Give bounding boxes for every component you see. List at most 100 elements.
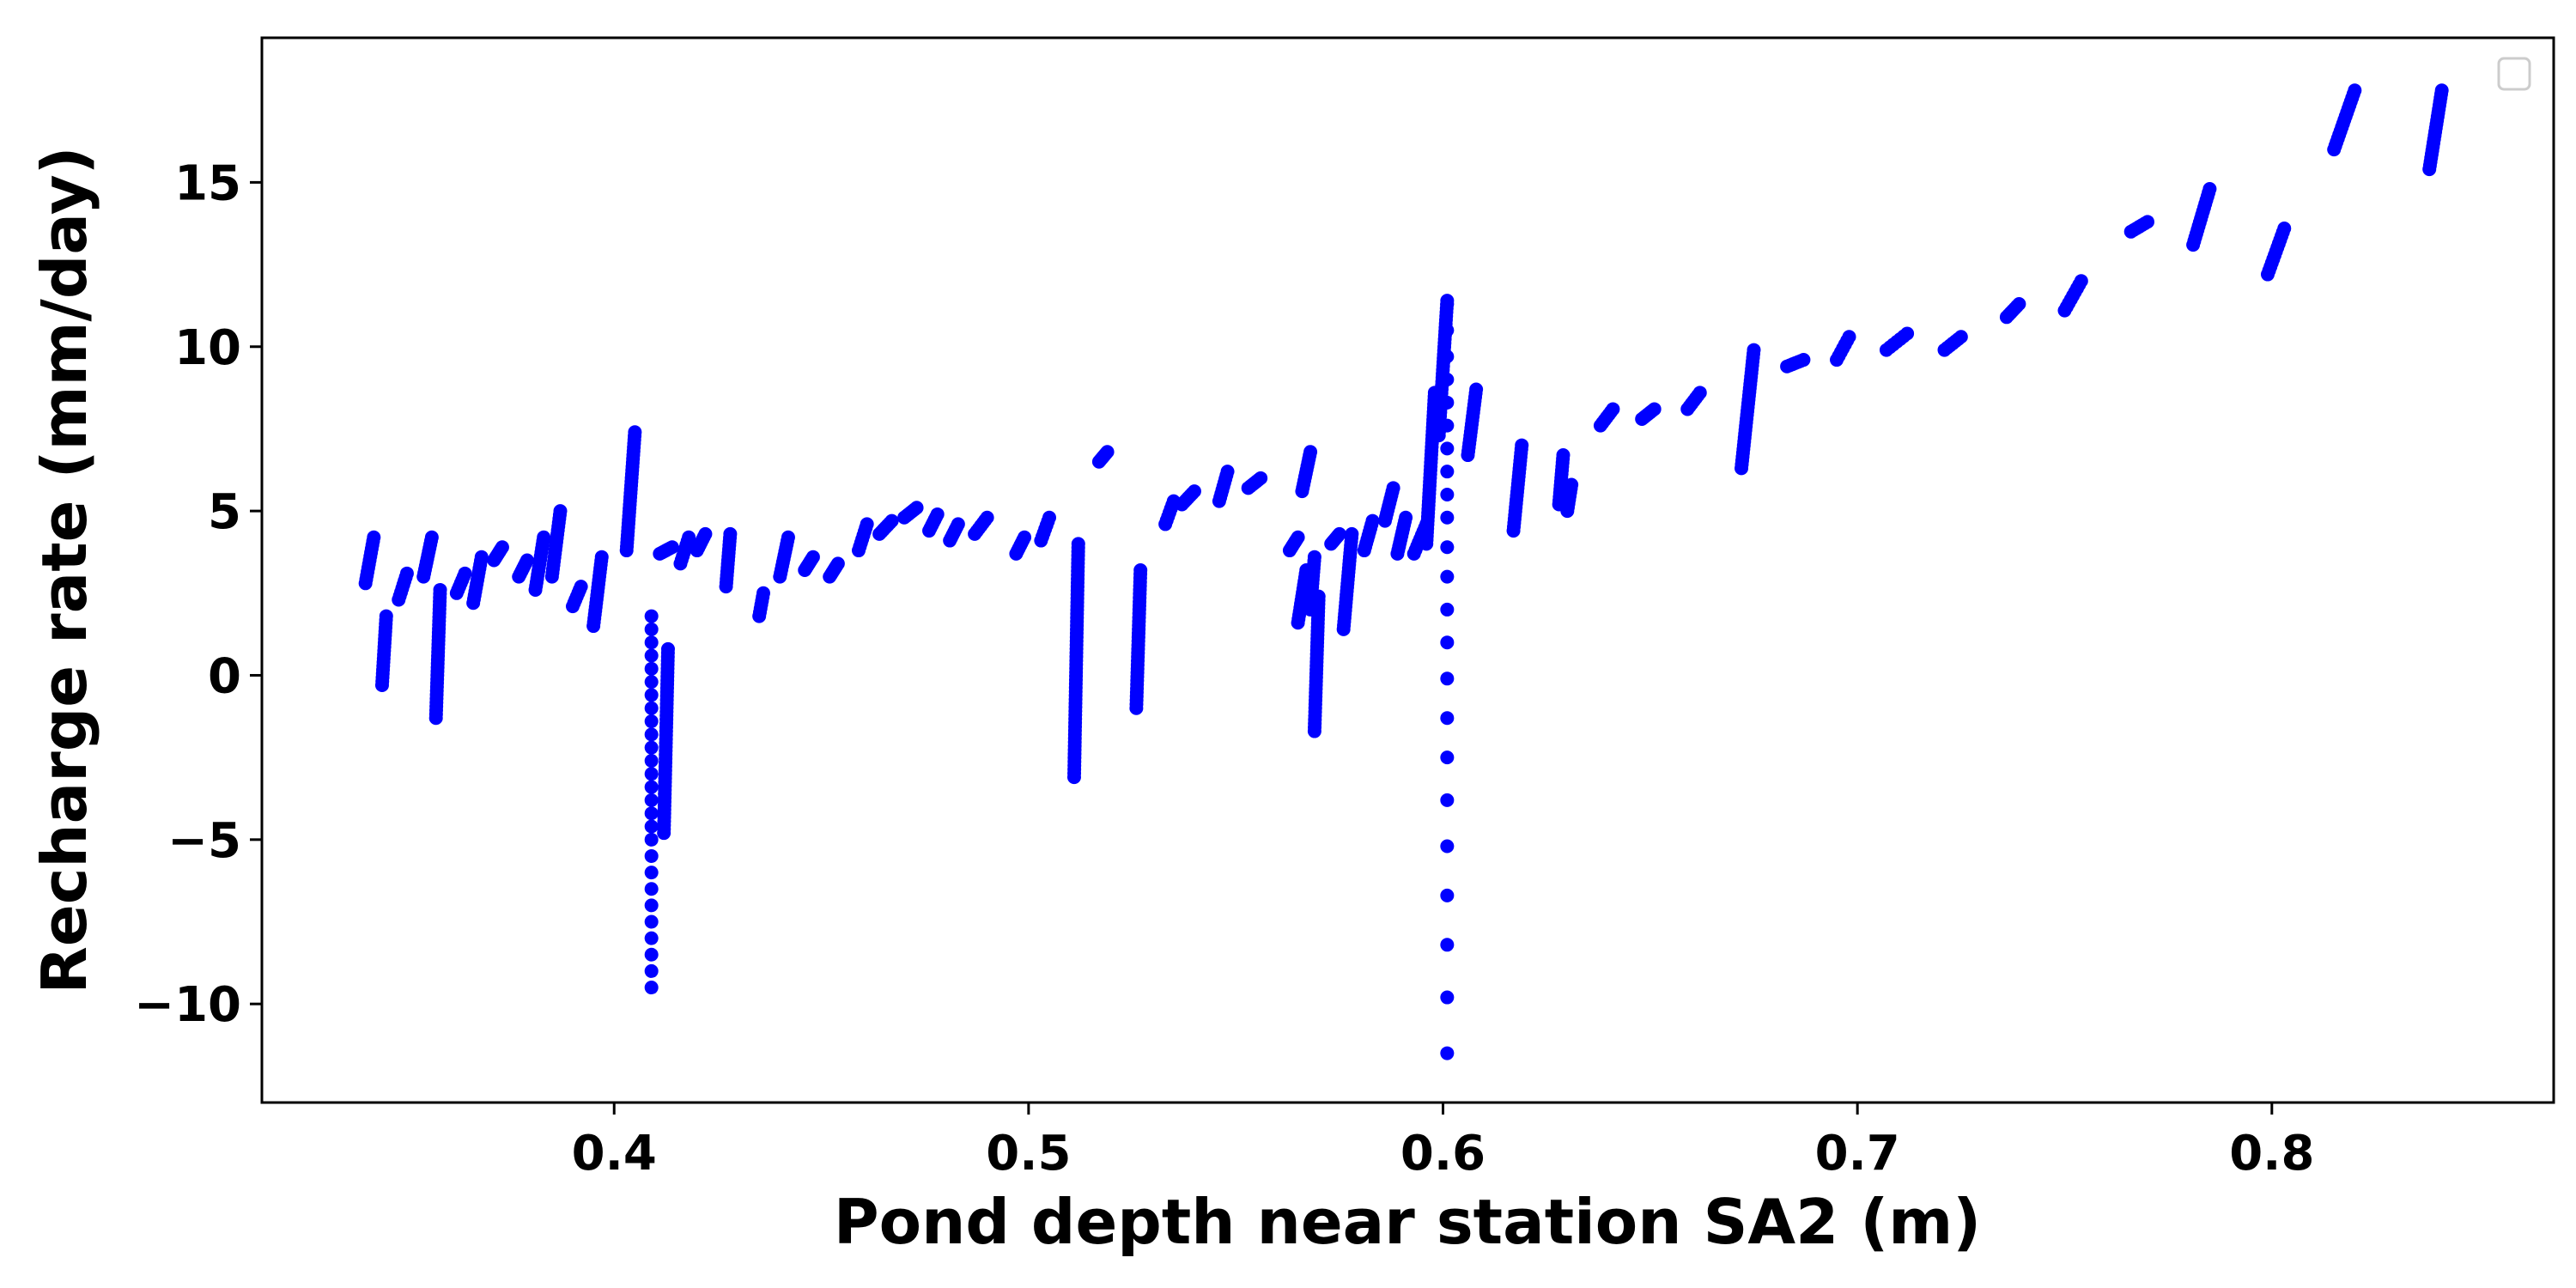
data-point-829 [1647, 402, 1662, 416]
data-point-656 [1386, 481, 1400, 495]
data-point-987 [2434, 83, 2449, 98]
y-tick-label: 10 [174, 320, 241, 376]
data-point-1007 [644, 866, 659, 880]
data-point-1020 [1440, 418, 1455, 433]
data-point-822 [1606, 402, 1620, 416]
x-tick-label: 0.5 [986, 1126, 1071, 1182]
data-point-1026 [1440, 569, 1455, 584]
data-point-999 [644, 753, 659, 768]
x-tick-label: 0.7 [1815, 1126, 1900, 1182]
data-point-1033 [1440, 839, 1455, 854]
data-point-807 [1556, 448, 1571, 463]
data-point-1036 [1440, 990, 1455, 1005]
data-point-903 [2012, 297, 2026, 311]
data-point-159 [574, 580, 588, 594]
data-point-1022 [1440, 465, 1455, 479]
y-tick-label: 5 [208, 484, 241, 540]
data-point-1001 [644, 780, 659, 794]
data-point-489 [1133, 563, 1148, 577]
data-point-1031 [1440, 750, 1455, 765]
plot-area-frame [260, 36, 2555, 1104]
data-point-990 [644, 635, 659, 650]
data-point-1002 [644, 793, 659, 807]
data-point-793 [1515, 438, 1529, 453]
data-point-1027 [1440, 602, 1455, 617]
y-tick-label: 0 [208, 648, 241, 704]
data-point-770 [1469, 382, 1484, 397]
data-point-1019 [1440, 395, 1455, 410]
data-point-343 [884, 513, 899, 528]
data-point-1000 [644, 767, 659, 781]
data-point-637 [1345, 526, 1359, 541]
data-point-912 [2074, 274, 2088, 289]
data-point-152 [553, 504, 568, 519]
data-point-993 [644, 675, 659, 690]
data-point-321 [805, 550, 820, 564]
data-point-1012 [644, 947, 659, 962]
data-point-1021 [1440, 441, 1455, 456]
data-point-965 [2348, 83, 2362, 98]
data-point-265 [665, 540, 679, 555]
data-point-815 [1564, 477, 1579, 492]
data-point-1017 [1440, 349, 1455, 364]
data-point-996 [644, 714, 659, 729]
data-point-995 [644, 701, 659, 715]
data-point-1010 [644, 914, 659, 929]
data-point-178 [594, 550, 609, 564]
data-point-1013 [644, 963, 659, 978]
data-point-919 [2141, 215, 2155, 229]
data-point-991 [644, 648, 659, 663]
data-point-1015 [1440, 297, 1455, 311]
data-point-39 [399, 566, 414, 580]
data-point-119 [519, 553, 534, 568]
data-point-364 [951, 517, 965, 532]
data-point-1024 [1440, 510, 1455, 525]
data-point-1028 [1440, 635, 1455, 650]
data-point-1014 [644, 981, 659, 995]
data-point-350 [909, 501, 924, 515]
data-point-1032 [1440, 793, 1455, 807]
x-axis-ticks: 0.4 0.5 0.6 0.7 0.8 [572, 1103, 2314, 1182]
y-tick-label: −10 [134, 977, 241, 1033]
data-point-1016 [1440, 323, 1455, 337]
data-point-302 [756, 586, 770, 600]
legend-box [2497, 57, 2531, 91]
data-point-85 [433, 582, 447, 597]
data-point-1034 [1440, 888, 1455, 902]
data-point-371 [980, 510, 994, 525]
data-point-1025 [1440, 540, 1455, 555]
data-point-1018 [1440, 373, 1455, 387]
data-point-1035 [1440, 938, 1455, 952]
data-point-875 [1796, 353, 1811, 368]
data-point-988 [644, 609, 659, 623]
data-point-1037 [1440, 1046, 1455, 1060]
data-point-935 [2202, 182, 2217, 197]
y-axis-label: Recharge rate (mm/day) [28, 146, 100, 993]
data-point-92 [458, 566, 472, 580]
data-point-868 [1747, 343, 1761, 357]
data-point-1023 [1440, 487, 1455, 501]
x-axis-label: Pond depth near station SA2 (m) [834, 1186, 1981, 1258]
data-point-553 [1303, 445, 1318, 459]
data-point-1004 [644, 819, 659, 834]
data-point-948 [2277, 221, 2292, 235]
data-point-357 [930, 507, 945, 521]
data-point-896 [1953, 330, 1968, 344]
data-point-1030 [1440, 711, 1455, 726]
data-point-1006 [644, 848, 659, 863]
data-point-1008 [644, 882, 659, 896]
data-point-646 [1365, 513, 1380, 528]
data-point-836 [1692, 386, 1707, 400]
data-point-1005 [644, 832, 659, 847]
data-point-31 [379, 609, 393, 623]
data-point-994 [644, 688, 659, 702]
data-point-611 [1332, 526, 1346, 541]
y-tick-label: 15 [174, 155, 241, 211]
data-point-258 [660, 641, 675, 656]
data-point-526 [1291, 530, 1305, 544]
data-point-997 [644, 727, 659, 742]
data-point-882 [1842, 330, 1856, 344]
data-point-519 [1254, 471, 1268, 485]
y-tick-label: −5 [167, 813, 241, 869]
